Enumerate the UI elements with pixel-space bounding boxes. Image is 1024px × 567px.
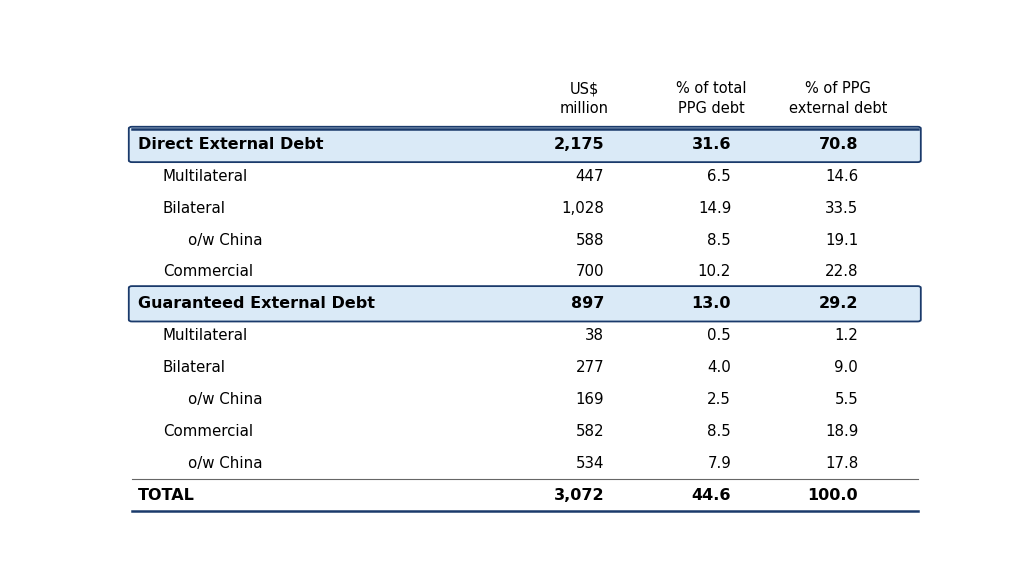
Text: 70.8: 70.8 (818, 137, 858, 152)
Text: 22.8: 22.8 (824, 264, 858, 280)
Text: 17.8: 17.8 (825, 456, 858, 471)
Text: Multilateral: Multilateral (163, 169, 248, 184)
Text: 8.5: 8.5 (708, 424, 731, 439)
Text: 44.6: 44.6 (691, 488, 731, 502)
Text: 8.5: 8.5 (708, 232, 731, 248)
Text: Bilateral: Bilateral (163, 201, 226, 215)
Text: 1.2: 1.2 (835, 328, 858, 343)
Text: o/w China: o/w China (188, 392, 263, 407)
Text: 0.5: 0.5 (708, 328, 731, 343)
Text: Commercial: Commercial (163, 264, 253, 280)
Text: 2,175: 2,175 (554, 137, 604, 152)
Text: Direct External Debt: Direct External Debt (137, 137, 323, 152)
Text: US$
million: US$ million (560, 81, 609, 116)
Text: 38: 38 (585, 328, 604, 343)
Text: 277: 277 (575, 360, 604, 375)
FancyBboxPatch shape (129, 286, 921, 321)
Text: o/w China: o/w China (188, 232, 263, 248)
Text: 6.5: 6.5 (708, 169, 731, 184)
Text: 700: 700 (575, 264, 604, 280)
Text: o/w China: o/w China (188, 456, 263, 471)
Text: 3,072: 3,072 (554, 488, 604, 502)
Text: 534: 534 (575, 456, 604, 471)
Text: 31.6: 31.6 (691, 137, 731, 152)
Text: Guaranteed External Debt: Guaranteed External Debt (137, 297, 375, 311)
Text: Bilateral: Bilateral (163, 360, 226, 375)
Text: Commercial: Commercial (163, 424, 253, 439)
Text: 897: 897 (570, 297, 604, 311)
Text: TOTAL: TOTAL (137, 488, 195, 502)
Text: 4.0: 4.0 (708, 360, 731, 375)
Text: 582: 582 (575, 424, 604, 439)
Text: 18.9: 18.9 (825, 424, 858, 439)
Text: 588: 588 (575, 232, 604, 248)
Text: 13.0: 13.0 (691, 297, 731, 311)
Text: 1,028: 1,028 (561, 201, 604, 215)
Text: 10.2: 10.2 (697, 264, 731, 280)
Text: 29.2: 29.2 (818, 297, 858, 311)
Text: 14.9: 14.9 (698, 201, 731, 215)
Text: 33.5: 33.5 (825, 201, 858, 215)
Text: 5.5: 5.5 (835, 392, 858, 407)
Text: 9.0: 9.0 (835, 360, 858, 375)
Text: 100.0: 100.0 (808, 488, 858, 502)
Text: 2.5: 2.5 (708, 392, 731, 407)
Text: 19.1: 19.1 (825, 232, 858, 248)
Text: Multilateral: Multilateral (163, 328, 248, 343)
Text: 7.9: 7.9 (708, 456, 731, 471)
Text: 169: 169 (575, 392, 604, 407)
Text: 14.6: 14.6 (825, 169, 858, 184)
Text: % of total
PPG debt: % of total PPG debt (676, 81, 746, 116)
FancyBboxPatch shape (129, 127, 921, 162)
Text: % of PPG
external debt: % of PPG external debt (790, 81, 888, 116)
Text: 447: 447 (575, 169, 604, 184)
